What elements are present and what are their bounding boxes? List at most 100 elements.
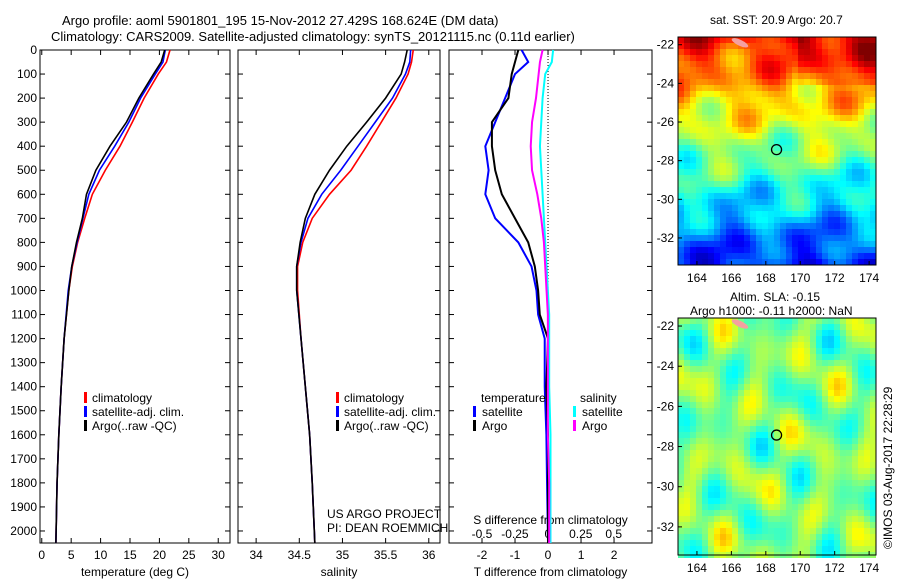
map-cell: [708, 229, 714, 235]
map-cell: [684, 169, 690, 175]
map-cell: [786, 492, 792, 498]
map-cell: [834, 229, 840, 235]
x-tick-label: 25: [182, 548, 196, 562]
map-cell: [804, 420, 810, 426]
map-cell: [720, 396, 726, 402]
map-cell: [786, 115, 792, 121]
map-cell: [774, 133, 780, 139]
map-cell: [786, 420, 792, 426]
map-cell: [738, 462, 744, 468]
map-cell: [744, 211, 750, 217]
map-cell: [834, 336, 840, 342]
map-cell: [864, 378, 870, 384]
map-cell: [834, 342, 840, 348]
map-cell: [774, 181, 780, 187]
map-cell: [798, 145, 804, 151]
map-cell: [780, 139, 786, 145]
series-climatology: [55, 49, 171, 544]
map-cell: [828, 318, 834, 324]
map-cell: [810, 336, 816, 342]
map-cell: [798, 127, 804, 133]
map-cell: [708, 522, 714, 528]
map-cell: [798, 342, 804, 348]
map-cell: [822, 169, 828, 175]
map-cell: [720, 67, 726, 73]
map-cell: [708, 163, 714, 169]
map-cell: [852, 498, 858, 504]
map-cell: [846, 354, 852, 360]
map-cell: [828, 480, 834, 486]
legend-label: climatology: [344, 391, 404, 405]
map-cell: [726, 342, 732, 348]
x-tick-label: 36: [422, 548, 436, 562]
map-cell: [750, 49, 756, 55]
map-cell: [786, 61, 792, 67]
map-cell: [684, 139, 690, 145]
map-cell: [732, 390, 738, 396]
map-cell: [714, 354, 720, 360]
lat-tick-label: -32: [657, 520, 675, 534]
map-cell: [714, 456, 720, 462]
map-cell: [696, 402, 702, 408]
map-cell: [852, 187, 858, 193]
map-cell: [834, 486, 840, 492]
map-cell: [792, 253, 798, 259]
map-cell: [756, 181, 762, 187]
legend-label: Argo: [482, 419, 508, 433]
map-cell: [834, 85, 840, 91]
map-cell: [810, 169, 816, 175]
map-cell: [690, 157, 696, 163]
map-cell: [690, 336, 696, 342]
map-cell: [744, 175, 750, 181]
map-cell: [726, 169, 732, 175]
map-cell: [816, 474, 822, 480]
map-cell: [732, 504, 738, 510]
map-cell: [810, 474, 816, 480]
map-cell: [780, 318, 786, 324]
map-cell: [858, 103, 864, 109]
map-cell: [684, 414, 690, 420]
map-cell: [690, 151, 696, 157]
map-cell: [708, 372, 714, 378]
map-cell: [822, 229, 828, 235]
map-cell: [756, 85, 762, 91]
map-cell: [864, 199, 870, 205]
map-cell: [720, 540, 726, 546]
map-cell: [756, 414, 762, 420]
map-cell: [810, 127, 816, 133]
map-cell: [792, 318, 798, 324]
map-cell: [870, 396, 876, 402]
map-cell: [774, 85, 780, 91]
map-cell: [738, 354, 744, 360]
map-cell: [720, 354, 726, 360]
map-cell: [852, 223, 858, 229]
map-cell: [696, 486, 702, 492]
map-cell: [858, 474, 864, 480]
map-cell: [690, 318, 696, 324]
map-cell: [696, 360, 702, 366]
map-cell: [738, 420, 744, 426]
map-cell: [822, 414, 828, 420]
map-cell: [858, 342, 864, 348]
map-cell: [774, 109, 780, 115]
map-cell: [780, 348, 786, 354]
map-cell: [834, 408, 840, 414]
map-cell: [846, 546, 852, 552]
map-cell: [726, 253, 732, 259]
map-cell: [786, 480, 792, 486]
map-cell: [708, 432, 714, 438]
map-cell: [780, 414, 786, 420]
map-cell: [720, 408, 726, 414]
map-cell: [678, 486, 684, 492]
map-cell: [708, 103, 714, 109]
map-cell: [810, 366, 816, 372]
map-cell: [762, 486, 768, 492]
map-cell: [768, 73, 774, 79]
map-cell: [864, 43, 870, 49]
map-cell: [798, 73, 804, 79]
map-cell: [804, 223, 810, 229]
map-cell: [678, 318, 684, 324]
map-cell: [678, 49, 684, 55]
map-cell: [750, 396, 756, 402]
map-cell: [750, 109, 756, 115]
